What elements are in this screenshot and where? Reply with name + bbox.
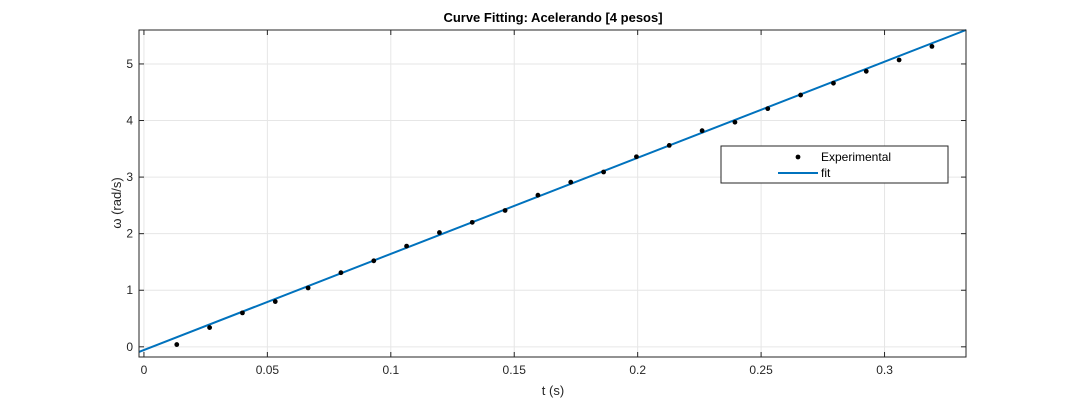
data-point [207,325,213,330]
y-tick-label: 5 [126,57,133,71]
x-tick-label: 0.15 [503,363,527,377]
y-tick-label: 3 [126,170,133,184]
data-point [568,179,574,185]
x-tick-label: 0.05 [256,363,280,377]
data-point [798,92,803,98]
data-point [896,57,902,63]
data-point [535,192,541,198]
x-tick-label: 0.25 [749,363,773,377]
data-point [666,143,672,148]
data-point [305,285,311,291]
x-tick-labels: 0 0.05 0.1 0.15 0.2 0.25 0.3 [141,363,894,377]
legend-box [720,145,949,184]
data-point [765,106,771,112]
legend: Experimental fit [720,145,949,184]
data-point [831,80,836,86]
legend-marker-experimental [795,154,801,160]
data-point [502,208,508,213]
x-axis-label: t (s) [542,383,564,398]
ticks [139,30,966,357]
x-tick-label: 0.2 [629,363,646,377]
grid [139,30,966,357]
data-point [699,128,705,134]
x-tick-label: 0 [141,363,148,377]
points-layer [174,44,935,347]
data-point [929,44,935,49]
legend-label-fit: fit [821,166,831,180]
fit-line [138,29,967,353]
data-point [174,342,180,347]
legend-label-experimental: Experimental [821,150,891,164]
y-tick-label: 1 [126,283,133,297]
data-point [601,169,607,175]
fit-layer [138,29,967,353]
x-tick-label: 0.1 [382,363,399,377]
y-tick-label: 2 [126,227,133,241]
x-tick-label: 0.3 [876,363,893,377]
chart-title: Curve Fitting: Acelerando [4 pesos] [443,10,662,25]
data-point [272,299,278,304]
y-tick-labels: 0 1 2 3 4 5 [126,57,133,354]
data-point [732,119,738,125]
data-point [404,243,410,249]
y-tick-label: 0 [126,340,133,354]
data-point [634,154,639,160]
y-tick-label: 4 [126,114,133,128]
data-point [863,68,869,74]
data-point [437,230,442,235]
data-point [240,310,245,316]
data-point [469,219,475,225]
axes-box [138,29,967,358]
y-axis-label: ω (rad/s) [109,177,124,228]
data-point [338,270,344,276]
data-point [371,258,377,264]
